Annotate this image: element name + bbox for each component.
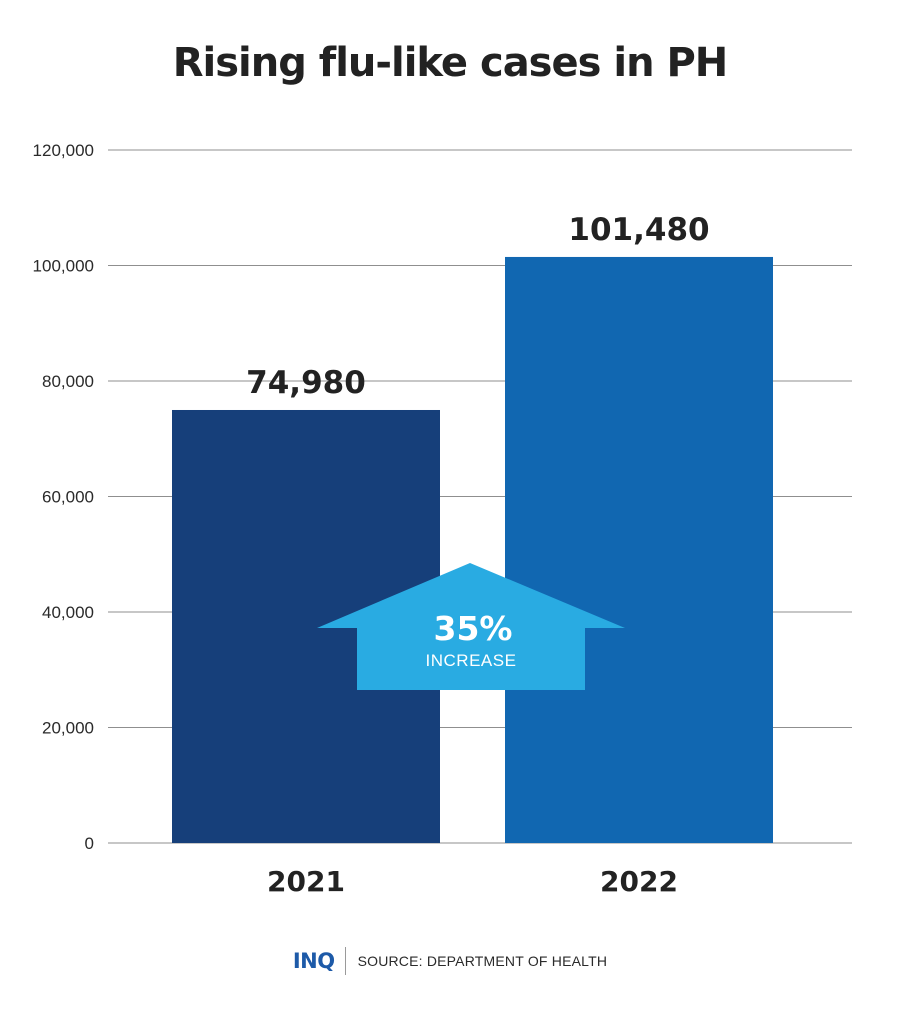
increase-annotation: 35% INCREASE [317, 563, 625, 690]
value-labels: 74,980 101,480 [246, 212, 709, 401]
y-tick-label: 100,000 [33, 257, 94, 276]
bar-2022 [505, 256, 773, 843]
footer: INQ SOURCE: DEPARTMENT OF HEALTH [0, 946, 900, 976]
x-axis: 2021 2022 [267, 865, 678, 898]
y-tick-label: 120,000 [33, 141, 94, 160]
x-tick-label: 2022 [600, 865, 678, 898]
value-label: 101,480 [568, 212, 709, 248]
source-note: SOURCE: DEPARTMENT OF HEALTH [357, 953, 608, 969]
y-axis: 0 20,000 40,000 60,000 80,000 100,000 120,000 [33, 141, 94, 853]
y-tick-label: 40,000 [42, 603, 94, 622]
bars [172, 256, 773, 843]
y-tick-label: 0 [85, 834, 94, 853]
up-arrow-icon [317, 563, 625, 690]
y-tick-label: 20,000 [42, 719, 94, 738]
increase-percent: 35% [434, 609, 513, 648]
value-label: 74,980 [246, 365, 366, 401]
inq-logo: INQ [292, 949, 335, 973]
y-tick-label: 60,000 [42, 488, 94, 507]
footer-divider [344, 947, 346, 975]
chart-title: Rising flu-like cases in PH [172, 40, 729, 86]
increase-label: INCREASE [426, 651, 517, 670]
y-tick-label: 80,000 [42, 372, 94, 391]
x-tick-label: 2021 [267, 865, 345, 898]
